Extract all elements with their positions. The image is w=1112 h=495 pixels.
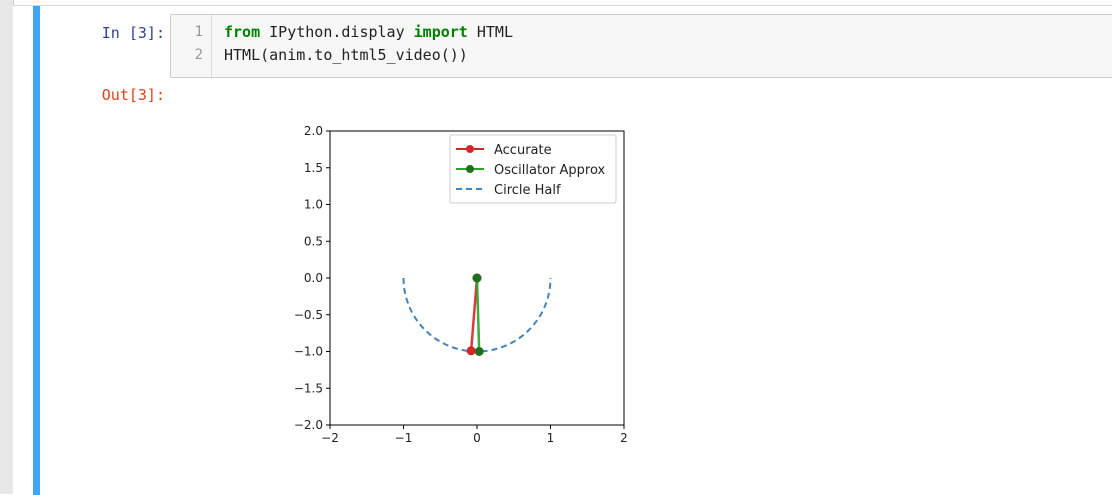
oscillator-bob <box>474 347 484 356</box>
y-tick-label: 0.5 <box>304 234 323 248</box>
accurate-rod <box>469 277 479 351</box>
code-text: HTML <box>467 23 513 41</box>
keyword-from: from <box>224 23 261 41</box>
pendulum-series <box>466 273 484 356</box>
axis-ticks: −2 −1 0 1 2 2.0 1.5 1.0 0.5 0.0 −0.5 −1.0 −1.5 −2.0 <box>294 124 628 445</box>
line-number-gutter: 1 2 <box>171 15 212 77</box>
y-tick-label: −2.0 <box>294 418 323 432</box>
x-tick-label: 1 <box>547 431 555 445</box>
code-input-area[interactable]: 1 2 from IPython.display import HTML HTM… <box>170 14 1112 78</box>
legend-box <box>449 134 617 204</box>
legend-marker-oscillator <box>466 165 474 173</box>
legend-label-oscillator: Oscillator Approx <box>494 163 605 178</box>
left-gutter <box>0 0 14 494</box>
y-tick-label: 0.0 <box>304 271 323 285</box>
pendulum-plot: −2 −1 0 1 2 2.0 1.5 1.0 0.5 0.0 −0.5 −1.0 −1.5 −2.0 A… <box>294 124 628 445</box>
legend-label-accurate: Accurate <box>494 143 552 158</box>
keyword-import: import <box>413 23 468 41</box>
code-line-2[interactable]: HTML(anim.to_html5_video()) <box>224 46 468 64</box>
notebook-cell[interactable]: In [3]: 1 2 from IPython.display import … <box>13 5 1112 495</box>
y-tick-label: 1.0 <box>304 198 323 212</box>
y-tick-label: 1.5 <box>304 161 323 175</box>
y-tick-label: −1.5 <box>294 381 323 395</box>
oscillator-rod <box>475 277 481 352</box>
x-tick-label: 2 <box>620 431 628 445</box>
input-prompt: In [3]: <box>101 24 165 42</box>
cell-selection-bar <box>33 6 40 495</box>
y-tick-label: −1.0 <box>294 345 323 359</box>
x-tick-label: −2 <box>321 431 339 445</box>
x-tick-label: −1 <box>395 431 413 445</box>
oscillator-pivot <box>472 273 482 283</box>
legend-marker-accurate <box>466 145 474 153</box>
code-line-1[interactable]: from IPython.display import HTML <box>224 23 513 41</box>
legend: Accurate Oscillator Approx Circle Half <box>449 134 617 204</box>
x-tick-label: 0 <box>473 431 481 445</box>
code-text: IPython.display <box>260 23 414 41</box>
output-prompt: Out[3]: <box>101 86 165 104</box>
y-tick-label: 2.0 <box>304 124 323 138</box>
plot-frame <box>329 130 625 426</box>
y-tick-label: −0.5 <box>294 308 323 322</box>
accurate-bob <box>466 346 476 356</box>
line-number: 2 <box>194 47 203 63</box>
line-number: 1 <box>194 24 203 40</box>
legend-label-circle: Circle Half <box>494 183 561 198</box>
